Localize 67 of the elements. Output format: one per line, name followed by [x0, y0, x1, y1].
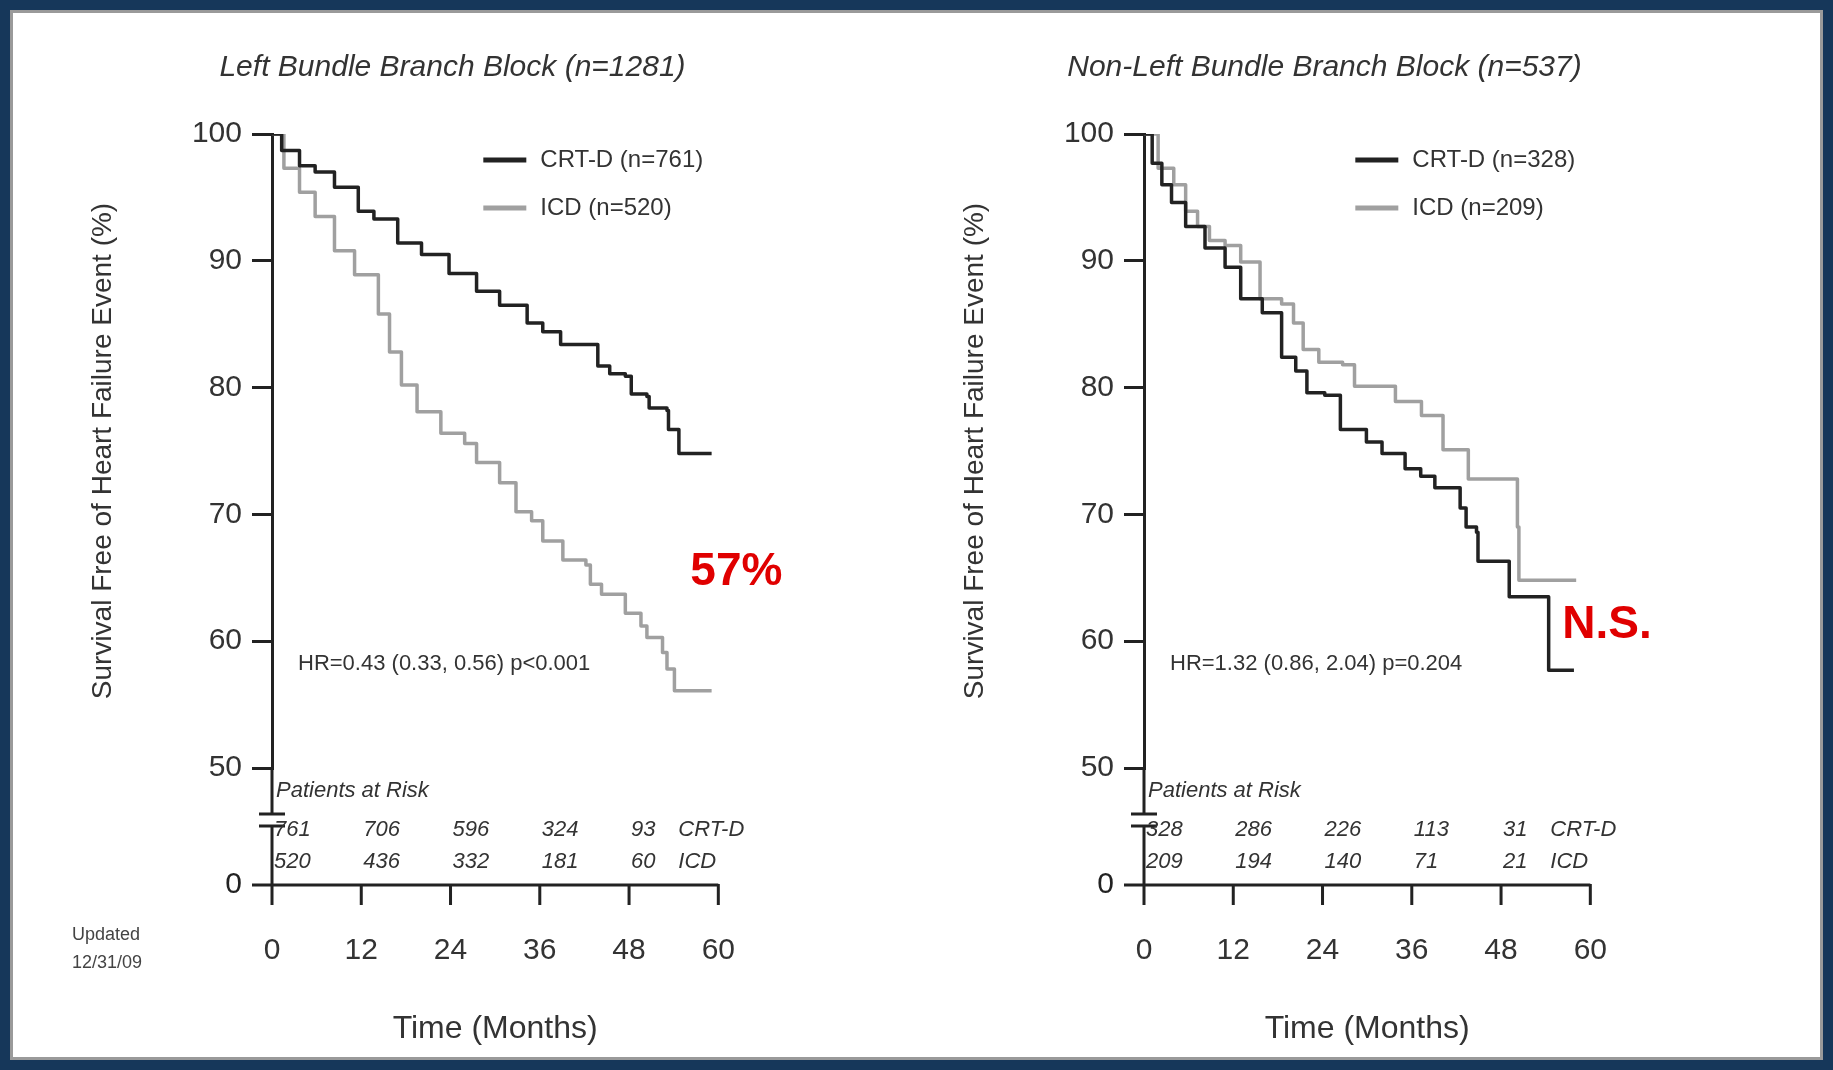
text: 226 — [1323, 816, 1362, 842]
y-tick-label: 80 — [208, 368, 242, 402]
x-axis-title: Time (Months) — [392, 1008, 598, 1045]
x-tick-label: 12 — [344, 932, 378, 966]
text: 181 — [541, 848, 579, 874]
x-tick-label: 24 — [1305, 932, 1340, 966]
y-tick-label: 90 — [208, 242, 242, 276]
y-tick-label: 70 — [1080, 495, 1114, 529]
text: 332 — [452, 848, 490, 874]
legend-label: ICD (n=520) — [540, 192, 672, 220]
text: 0 — [1097, 866, 1114, 900]
chart-title: Left Bundle Branch Block (n=1281) — [219, 49, 686, 83]
text: 113 — [1413, 816, 1450, 842]
y-tick-label: 70 — [208, 495, 242, 529]
text: 520 — [274, 848, 312, 874]
y-axis-title: Survival Free of Heart Failure Event (%) — [85, 202, 117, 700]
text: 761 — [274, 816, 311, 842]
x-tick-label: 12 — [1216, 932, 1250, 966]
x-tick-label: 36 — [1395, 932, 1429, 966]
x-tick-label: 24 — [433, 932, 468, 966]
text: 194 — [1235, 848, 1272, 874]
text: 286 — [1234, 816, 1273, 842]
text: Patients at Risk — [1148, 777, 1302, 803]
x-axis-title: Time (Months) — [1264, 1008, 1470, 1045]
legend-label: CRT-D (n=328) — [1412, 144, 1576, 172]
text: 0 — [225, 866, 242, 900]
text: 436 — [363, 848, 401, 874]
legend-label: CRT-D (n=761) — [540, 144, 704, 172]
text: 60 — [631, 848, 657, 874]
y-tick-label: 90 — [1080, 242, 1114, 276]
annotation: HR=1.32 (0.86, 2.04) p=0.204 — [1170, 650, 1463, 676]
y-tick-label: 60 — [1080, 622, 1114, 656]
annotation: N.S. — [1562, 596, 1652, 649]
text: 209 — [1145, 848, 1183, 874]
x-tick-label: 48 — [1484, 932, 1518, 966]
text: 596 — [452, 816, 490, 842]
y-axis-title: Survival Free of Heart Failure Event (%) — [957, 202, 989, 700]
y-tick-label: 100 — [191, 115, 242, 149]
x-tick-label: 60 — [1573, 932, 1607, 966]
text: 328 — [1146, 816, 1184, 842]
x-tick-label: 48 — [612, 932, 646, 966]
annotation: HR=0.43 (0.33, 0.56) p<0.001 — [298, 650, 591, 676]
text: 140 — [1324, 848, 1362, 874]
text: 93 — [631, 816, 657, 842]
x-tick-label: 0 — [1135, 932, 1153, 966]
text: 706 — [363, 816, 401, 842]
text: ICD — [678, 848, 717, 874]
text: 71 — [1413, 848, 1439, 874]
x-tick-label: 36 — [523, 932, 557, 966]
x-tick-label: 0 — [263, 932, 281, 966]
x-tick-label: 60 — [701, 932, 735, 966]
y-tick-label: 50 — [1080, 749, 1114, 783]
legend-label: ICD (n=209) — [1412, 192, 1544, 220]
text: Updated 12/31/09 — [72, 923, 143, 972]
text: 31 — [1503, 816, 1528, 842]
y-tick-label: 80 — [1080, 368, 1114, 402]
chart-title: Non-Left Bundle Branch Block (n=537) — [1067, 49, 1582, 83]
y-tick-label: 60 — [208, 622, 242, 656]
text: 324 — [541, 816, 579, 842]
text: 21 — [1502, 848, 1528, 874]
text: CRT-D — [1550, 816, 1617, 842]
annotation: 57% — [690, 542, 783, 595]
text: ICD — [1550, 848, 1589, 874]
text: CRT-D — [678, 816, 745, 842]
y-tick-label: 100 — [1063, 115, 1114, 149]
y-tick-label: 50 — [208, 749, 242, 783]
text: Patients at Risk — [276, 777, 430, 803]
